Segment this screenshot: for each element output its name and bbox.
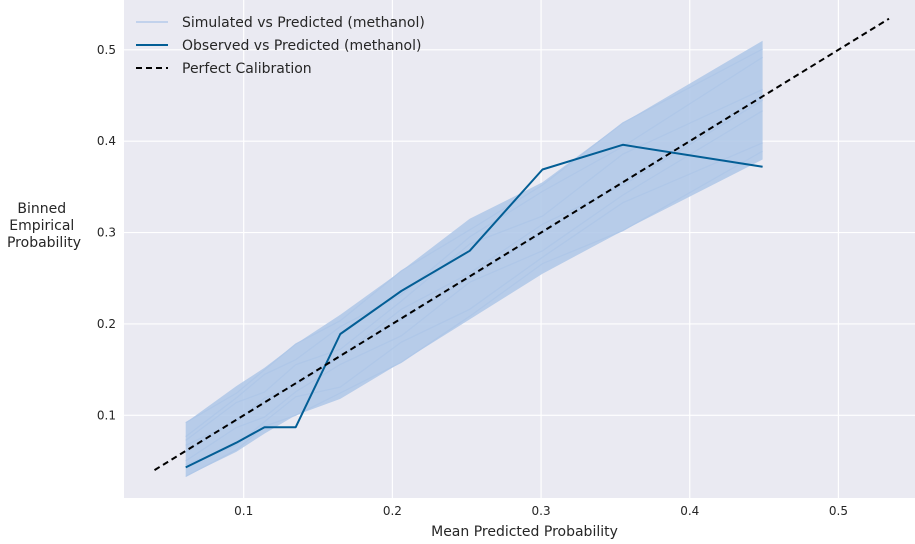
plot-area bbox=[153, 17, 890, 478]
legend-label: Perfect Calibration bbox=[182, 61, 312, 77]
simulated-curve bbox=[185, 150, 763, 478]
simulated-curve bbox=[185, 99, 763, 446]
y-tick-label: 0.2 bbox=[97, 317, 116, 331]
y-tick-label: 0.1 bbox=[97, 408, 116, 422]
legend-label: Simulated vs Predicted (methanol) bbox=[182, 15, 425, 31]
x-tick-label: 0.3 bbox=[532, 504, 551, 518]
series-lines-layer bbox=[153, 17, 890, 471]
y-axis-label-line-2: Empirical bbox=[9, 218, 74, 234]
series-line bbox=[185, 143, 763, 469]
simulated-lines-layer bbox=[185, 48, 763, 478]
x-axis-label: Mean Predicted Probability bbox=[431, 524, 618, 540]
simulated-curve bbox=[185, 88, 763, 441]
legend-label: Observed vs Predicted (methanol) bbox=[182, 38, 421, 54]
x-tick-label: 0.1 bbox=[234, 504, 253, 518]
simulated-curve bbox=[185, 56, 763, 438]
simulated-curve bbox=[185, 110, 763, 462]
y-axis-label: Binned Empirical Probability bbox=[7, 201, 81, 251]
y-axis-label-line-3: Probability bbox=[7, 235, 81, 251]
series-line bbox=[153, 17, 890, 471]
y-axis-label-line-1: Binned bbox=[17, 201, 66, 217]
x-tick-label: 0.4 bbox=[680, 504, 699, 518]
x-tick-label: 0.5 bbox=[829, 504, 848, 518]
simulated-curve bbox=[185, 142, 763, 466]
y-tick-label: 0.4 bbox=[97, 134, 116, 148]
x-tick-label: 0.2 bbox=[383, 504, 402, 518]
tick-labels: 0.1 0.2 0.3 0.4 0.5 0.1 0.2 0.3 0.4 0.5 bbox=[97, 43, 848, 518]
legend: Simulated vs Predicted (methanol) Observe… bbox=[136, 15, 425, 77]
y-tick-label: 0.5 bbox=[97, 43, 116, 57]
y-tick-label: 0.3 bbox=[97, 226, 116, 240]
simulated-curve bbox=[185, 48, 763, 424]
